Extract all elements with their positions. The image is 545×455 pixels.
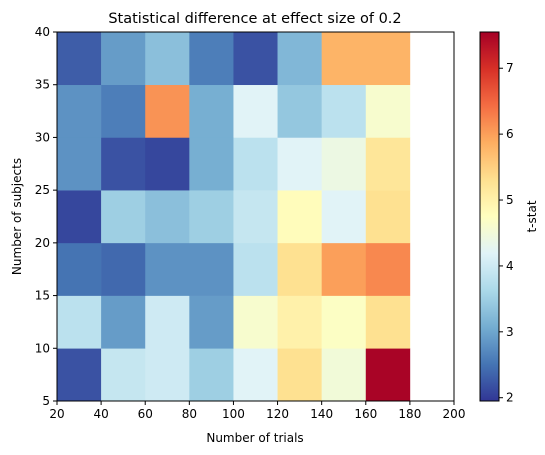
heatmap-cell bbox=[189, 32, 234, 86]
heatmap-cell bbox=[321, 32, 367, 86]
heatmap-cell bbox=[277, 32, 322, 86]
heatmap-cell bbox=[233, 295, 278, 349]
heatmap-cell bbox=[233, 137, 278, 191]
heatmap-cell bbox=[57, 242, 102, 296]
heatmap-cell bbox=[101, 84, 146, 138]
heatmap-cell bbox=[189, 84, 234, 138]
heatmap-cell bbox=[145, 84, 190, 138]
plot-frame bbox=[56, 31, 455, 402]
heatmap-cell bbox=[145, 32, 190, 86]
heatmap-cell bbox=[57, 84, 102, 138]
heatmap-cell bbox=[365, 32, 411, 86]
colorbar-tick-label: 5 bbox=[506, 193, 514, 207]
heatmap-cell bbox=[145, 295, 190, 349]
heatmap-cell bbox=[189, 295, 234, 349]
heatmap-cell bbox=[233, 348, 278, 402]
colorbar bbox=[479, 31, 500, 402]
heatmap-cell bbox=[101, 137, 146, 191]
heatmap-cell bbox=[233, 190, 278, 244]
x-tick-label: 40 bbox=[93, 407, 108, 421]
heatmap-cell bbox=[321, 348, 367, 402]
x-tick-label: 20 bbox=[49, 407, 64, 421]
heatmap-cell bbox=[277, 137, 322, 191]
y-tick-label: 5 bbox=[42, 394, 50, 408]
heatmap-cell bbox=[57, 190, 102, 244]
heatmap-cells bbox=[57, 32, 411, 402]
x-axis-label: Number of trials bbox=[206, 431, 303, 445]
heatmap-cell bbox=[189, 137, 234, 191]
y-tick-label: 15 bbox=[35, 289, 50, 303]
x-tick-label: 200 bbox=[443, 407, 466, 421]
x-tick-label: 100 bbox=[222, 407, 245, 421]
y-tick-label: 35 bbox=[35, 78, 50, 92]
heatmap-cell bbox=[233, 84, 278, 138]
heatmap-cell bbox=[321, 84, 367, 138]
heatmap-cell bbox=[277, 84, 322, 138]
heatmap-cell bbox=[233, 242, 278, 296]
x-axis: 20 40 60 80 100 120 140 160 180 200 bbox=[49, 401, 465, 421]
heatmap-cell bbox=[145, 137, 190, 191]
heatmap-cell bbox=[57, 348, 102, 402]
y-axis-label: Number of subjects bbox=[10, 158, 24, 275]
y-tick-label: 30 bbox=[35, 130, 50, 144]
y-tick-label: 10 bbox=[35, 341, 50, 355]
y-tick-label: 25 bbox=[35, 183, 50, 197]
heatmap-cell bbox=[189, 190, 234, 244]
x-tick-label: 60 bbox=[138, 407, 153, 421]
heatmap-cell bbox=[145, 348, 190, 402]
heatmap-cell bbox=[101, 348, 146, 402]
heatmap-cell bbox=[365, 190, 411, 244]
colorbar-tick-label: 7 bbox=[506, 61, 514, 75]
heatmap-cell bbox=[365, 84, 411, 138]
heatmap-cell bbox=[101, 295, 146, 349]
heatmap-cell bbox=[145, 190, 190, 244]
heatmap-cell bbox=[233, 32, 278, 86]
heatmap-cell bbox=[277, 190, 322, 244]
heatmap-cell bbox=[365, 137, 411, 191]
heatmap-cell bbox=[365, 242, 411, 296]
y-tick-label: 20 bbox=[35, 236, 50, 250]
colorbar-tick-label: 3 bbox=[506, 325, 514, 339]
heatmap-cell bbox=[365, 295, 411, 349]
colorbar-tick-label: 4 bbox=[506, 259, 514, 273]
heatmap-cell bbox=[277, 295, 322, 349]
colorbar-tick-label: 6 bbox=[506, 127, 514, 141]
heatmap-cell bbox=[277, 242, 322, 296]
x-tick-label: 120 bbox=[266, 407, 289, 421]
heatmap-cell bbox=[321, 295, 367, 349]
heatmap-cell bbox=[101, 190, 146, 244]
heatmap-cell bbox=[57, 32, 102, 86]
colorbar-label: t-stat bbox=[525, 200, 539, 232]
y-axis: 5 10 15 20 25 30 35 40 bbox=[35, 25, 57, 408]
heatmap-cell bbox=[189, 348, 234, 402]
heatmap-cell bbox=[277, 348, 322, 402]
colorbar-tick-label: 2 bbox=[506, 391, 514, 405]
chart-title: Statistical difference at effect size of… bbox=[108, 11, 401, 27]
x-tick-label: 80 bbox=[182, 407, 197, 421]
heatmap-cell bbox=[321, 190, 367, 244]
x-tick-label: 140 bbox=[310, 407, 333, 421]
heatmap-cell bbox=[145, 242, 190, 296]
heatmap-cell bbox=[57, 295, 102, 349]
heatmap-cell bbox=[321, 242, 367, 296]
heatmap-cell bbox=[57, 137, 102, 191]
y-tick-label: 40 bbox=[35, 25, 50, 39]
heatmap-cell bbox=[321, 137, 367, 191]
x-tick-label: 180 bbox=[398, 407, 421, 421]
heatmap-cell bbox=[101, 242, 146, 296]
heatmap-cell bbox=[101, 32, 146, 86]
colorbar-axis: 2 3 4 5 6 7 bbox=[499, 61, 514, 405]
x-tick-label: 160 bbox=[354, 407, 377, 421]
heatmap-cell bbox=[365, 348, 411, 402]
heatmap-cell bbox=[189, 242, 234, 296]
